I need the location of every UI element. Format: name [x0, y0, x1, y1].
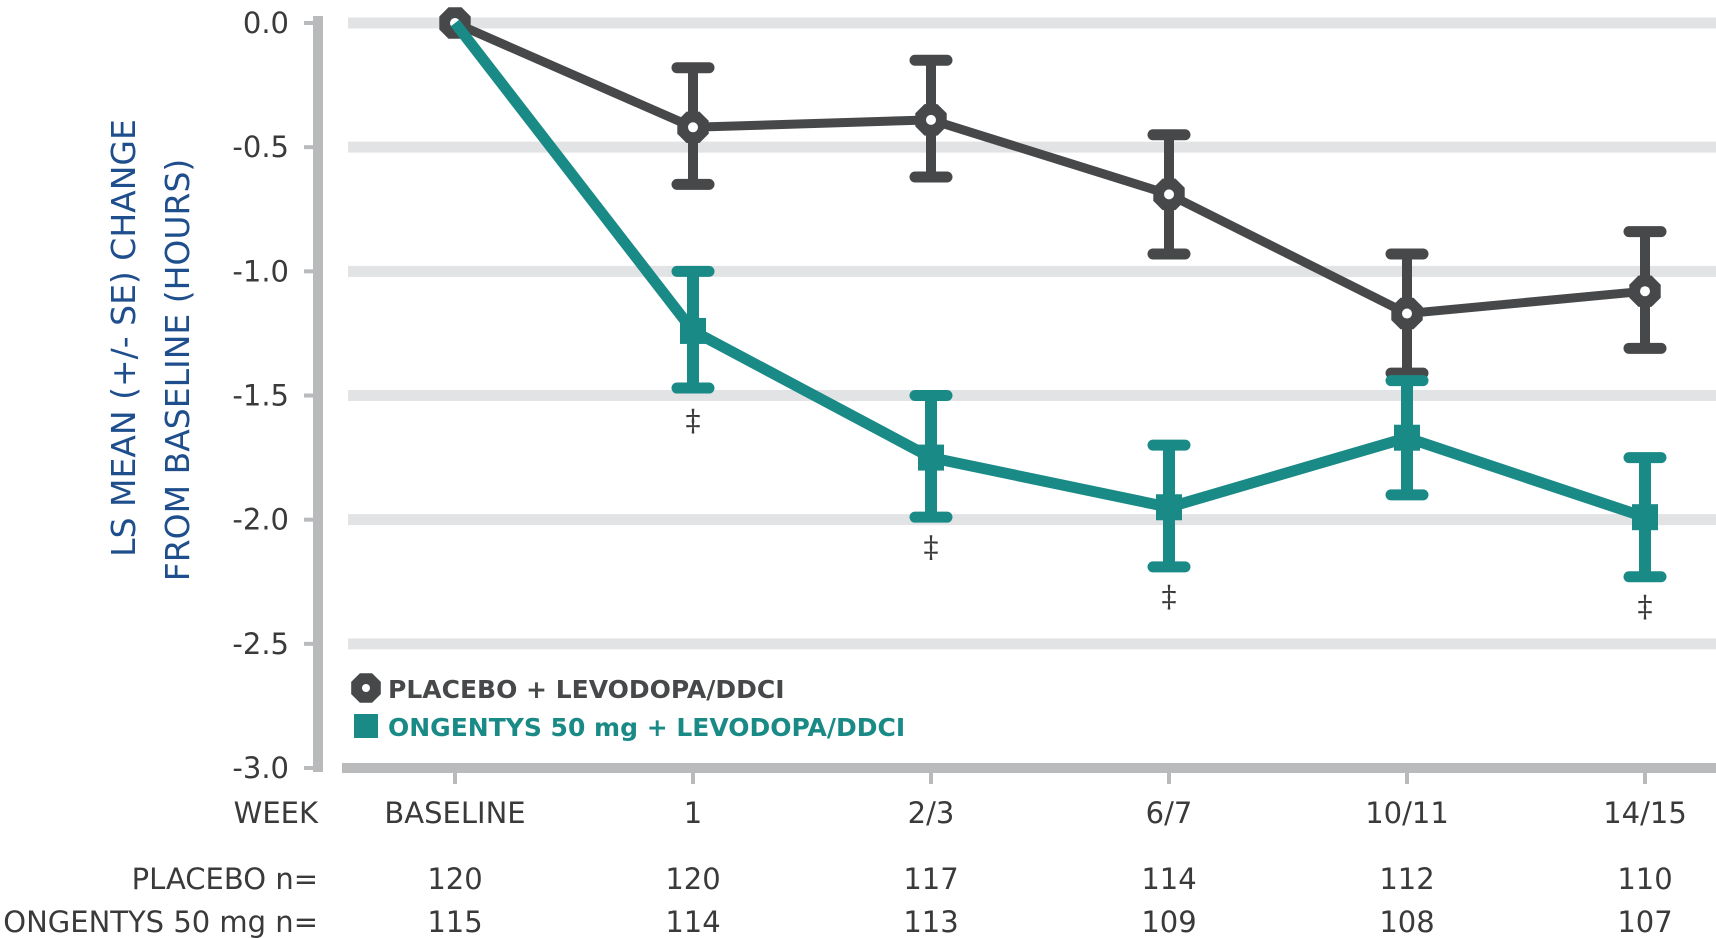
n-value: 107: [1617, 905, 1672, 938]
x-tick-label: 10/11: [1365, 796, 1449, 830]
y-tick-label: -3.0: [232, 751, 289, 785]
annotations: ‡ ‡ ‡ ‡: [686, 403, 1653, 624]
legend-label: ONGENTYS 50 mg + LEVODOPA/DDCI: [388, 713, 905, 742]
y-tick-label: -1.0: [232, 254, 289, 288]
y-tick-label: -2.5: [232, 627, 289, 661]
significance-marker: ‡: [686, 403, 701, 438]
n-row-label: ONGENTYS 50 mg n=: [3, 905, 318, 938]
n-table: PLACEBO n= 120 120 117 114 112 110 ONGENTYS 50 …: [3, 862, 1672, 938]
y-tick-label: -1.5: [232, 379, 289, 413]
data-point: [677, 111, 709, 143]
x-tick-label: 1: [684, 796, 702, 830]
x-tick-label: BASELINE: [384, 796, 525, 830]
significance-marker: ‡: [924, 530, 939, 565]
n-value: 120: [427, 862, 482, 896]
n-value: 120: [665, 862, 720, 896]
data-point: [1391, 297, 1423, 330]
n-row: PLACEBO n= 120 120 117 114 112 110: [132, 862, 1673, 896]
data-point: [1394, 424, 1420, 451]
x-tick-label: 14/15: [1603, 796, 1687, 830]
n-value: 108: [1379, 905, 1434, 938]
series-layer: [439, 7, 1667, 583]
n-row: ONGENTYS 50 mg n= 115 114 113 109 108 107: [3, 905, 1672, 938]
significance-marker: ‡: [1162, 580, 1177, 615]
y-tick-label: -0.5: [232, 130, 289, 164]
n-row-label: PLACEBO n=: [132, 862, 318, 896]
n-value: 117: [903, 862, 958, 896]
y-tick-labels: 0.0 -0.5 -1.0 -1.5 -2.0 -2.5 -3.0: [232, 6, 289, 785]
data-point: [680, 317, 706, 344]
x-tick-labels: BASELINE 1 2/3 6/7 10/11 14/15: [384, 796, 1686, 830]
n-value: 112: [1379, 862, 1434, 896]
data-point: [915, 104, 947, 136]
x-tick-label: 2/3: [908, 796, 955, 830]
y-tick-label: 0.0: [243, 6, 289, 40]
n-value: 114: [665, 905, 720, 938]
legend-marker-square: [354, 714, 378, 738]
n-value: 109: [1141, 905, 1196, 938]
data-point: [1156, 494, 1182, 521]
series-ongentys: [450, 19, 1667, 583]
significance-marker: ‡: [1638, 590, 1653, 625]
legend-item-ongentys: ONGENTYS 50 mg + LEVODOPA/DDCI: [354, 713, 905, 742]
n-value: 114: [1141, 862, 1196, 896]
data-point: [1153, 178, 1185, 211]
legend-label: PLACEBO + LEVODOPA/DDCI: [388, 675, 785, 704]
y-axis-label-line2: FROM BASELINE (HOURS): [158, 159, 197, 582]
axes: [304, 16, 1716, 784]
legend: PLACEBO + LEVODOPA/DDCI ONGENTYS 50 mg + …: [351, 673, 905, 742]
series-placebo: [439, 7, 1667, 379]
series-line: [453, 18, 1646, 319]
data-point: [1629, 275, 1661, 307]
n-value: 113: [903, 905, 958, 938]
x-axis-label: WEEK: [234, 796, 319, 830]
y-tick-label: -2.0: [232, 503, 289, 537]
series-line: [450, 19, 1647, 523]
y-axis-label-line1: LS MEAN (+/- SE) CHANGE: [104, 119, 143, 557]
x-tick-label: 6/7: [1146, 796, 1193, 830]
data-point: [1632, 504, 1658, 531]
grid-lines: [348, 17, 1716, 650]
n-value: 110: [1617, 862, 1672, 896]
n-value: 115: [427, 905, 482, 938]
data-point: [918, 444, 944, 471]
legend-item-placebo: PLACEBO + LEVODOPA/DDCI: [351, 673, 785, 704]
